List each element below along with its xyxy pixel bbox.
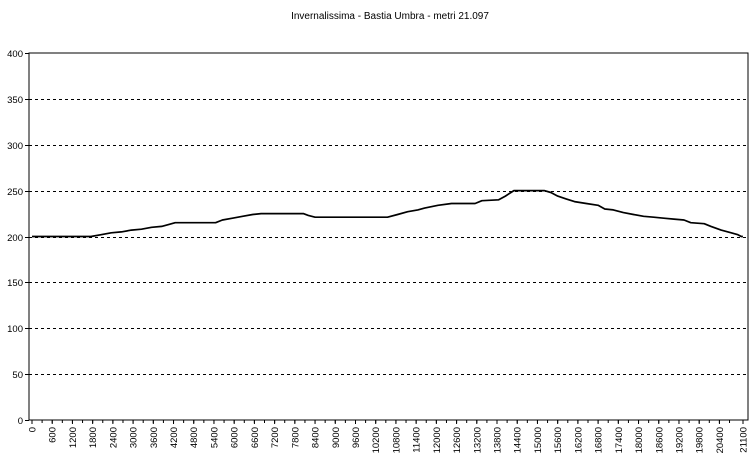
y-axis-label: 350 — [7, 95, 23, 106]
elevation-line — [32, 189, 743, 238]
x-axis-label: 4800 — [189, 427, 200, 448]
x-axis-label: 1800 — [88, 427, 99, 448]
x-axis-label: 7200 — [270, 427, 281, 448]
x-axis-label: 12600 — [452, 427, 463, 453]
x-axis-label: 600 — [48, 427, 59, 443]
x-axis-label: 7800 — [290, 427, 301, 448]
plot-border — [28, 52, 749, 421]
x-axis-label: 0 — [28, 427, 39, 432]
x-axis-label: 18000 — [634, 427, 645, 453]
y-axis-label: 150 — [7, 278, 23, 289]
x-axis-label: 10800 — [391, 427, 402, 453]
x-axis-label: 9600 — [351, 427, 362, 448]
x-axis-label: 17400 — [614, 427, 625, 453]
x-axis-label: 4200 — [169, 427, 180, 448]
x-axis-label: 15600 — [553, 427, 564, 453]
x-axis-label: 6000 — [230, 427, 241, 448]
x-axis-label: 14400 — [513, 427, 524, 453]
x-axis-label: 11400 — [412, 427, 423, 453]
y-axis-label: 100 — [7, 324, 23, 335]
x-axis-label: 21100 — [739, 427, 750, 453]
y-axis-label: 200 — [7, 233, 23, 244]
y-axis-label: 250 — [7, 187, 23, 198]
x-axis-label: 18600 — [654, 427, 665, 453]
x-axis-label: 5400 — [209, 427, 220, 448]
x-axis-label: 16800 — [594, 427, 605, 453]
x-axis-label: 16200 — [573, 427, 584, 453]
x-axis-label: 2400 — [108, 427, 119, 448]
x-axis-label: 3000 — [129, 427, 140, 448]
x-axis-label: 8400 — [311, 427, 322, 448]
x-axis-label: 19800 — [695, 427, 706, 453]
chart-title: Invernalissima - Bastia Umbra - metri 21… — [291, 11, 489, 22]
x-axis-label: 12000 — [432, 427, 443, 453]
x-axis-label: 9000 — [331, 427, 342, 448]
x-axis-label: 3600 — [149, 427, 160, 448]
y-axis-label: 400 — [7, 49, 23, 60]
y-axis-label: 300 — [7, 141, 23, 152]
x-axis-label: 6600 — [250, 427, 261, 448]
x-axis-label: 15000 — [533, 427, 544, 453]
x-axis-label: 10200 — [371, 427, 382, 453]
x-axis-label: 20400 — [715, 427, 726, 453]
y-axis-label: 50 — [12, 370, 23, 381]
x-axis-label: 1200 — [68, 427, 79, 448]
x-axis-label: 19200 — [674, 427, 685, 453]
y-axis-label: 0 — [18, 416, 23, 427]
x-axis-label: 13200 — [472, 427, 483, 453]
x-axis-label: 13800 — [493, 427, 504, 453]
